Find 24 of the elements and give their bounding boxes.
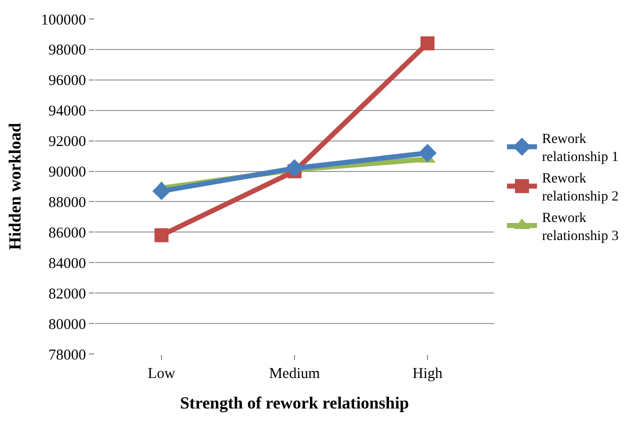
x-tick-label: High xyxy=(412,366,443,382)
legend-label: Rework relationship 1 xyxy=(542,132,619,166)
y-tick-label: 92000 xyxy=(48,134,86,150)
point xyxy=(154,228,168,242)
y-tick-label: 80000 xyxy=(48,316,86,333)
y-tick-label: 82000 xyxy=(48,286,86,302)
point xyxy=(285,159,304,178)
y-axis-title: Hidden workload xyxy=(6,122,25,250)
x-tick-label: Low xyxy=(148,366,176,382)
y-tick-label: 84000 xyxy=(48,256,86,272)
y-tick-label: 94000 xyxy=(48,104,86,120)
y-tick-label: 98000 xyxy=(48,42,86,59)
y-tick-label: 78000 xyxy=(48,347,86,364)
legend-label: Rework relationship 3 xyxy=(542,210,619,244)
y-tick-label: 96000 xyxy=(48,73,86,90)
y-tick-label: 90000 xyxy=(48,164,86,181)
point xyxy=(420,36,434,50)
x-tick-label: Medium xyxy=(269,366,320,382)
y-tick-label: 88000 xyxy=(48,194,86,211)
legend-label: Rework relationship 2 xyxy=(542,171,619,205)
y-tick-label: 86000 xyxy=(48,225,86,242)
x-axis-title: Strength of rework relationship xyxy=(180,393,410,412)
point xyxy=(152,182,171,200)
y-tick-label: 100000 xyxy=(41,12,86,28)
